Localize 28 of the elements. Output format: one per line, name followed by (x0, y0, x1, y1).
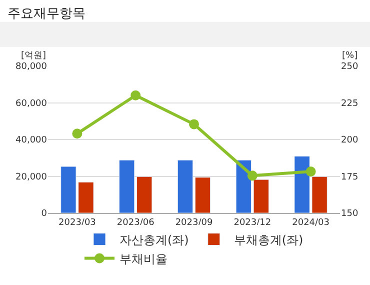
x-tick-label: 2023/03 (58, 218, 96, 228)
bar (194, 177, 211, 213)
y2-axis-title: [%] (342, 51, 358, 61)
legend-label: 부채총계(좌) (234, 232, 304, 247)
y2-tick-label: 250 (341, 62, 358, 72)
y2-tick-label: 150 (341, 209, 358, 220)
x-tick-label: 2023/09 (175, 218, 213, 228)
legend-label: 부채비율 (120, 252, 168, 266)
point (130, 90, 141, 100)
x-tick-label: 2023/12 (234, 218, 272, 228)
y-axis-title: [억원] (21, 51, 46, 61)
y-tick-label: 60,000 (16, 98, 48, 109)
y-tick-label: 20,000 (16, 172, 48, 182)
y-tick-label: 80,000 (16, 62, 48, 72)
point (247, 170, 258, 181)
legend-label: 자산총계(좌) (120, 232, 189, 247)
y2-tick-label: 200 (341, 136, 358, 146)
y-tick-label: 0 (41, 209, 48, 220)
point (72, 128, 82, 139)
bar (177, 160, 194, 213)
y-tick-label: 40,000 (16, 136, 48, 146)
point (189, 119, 199, 130)
y2-tick-label: 225 (341, 98, 358, 109)
x-tick-label: 2023/06 (116, 218, 155, 228)
chart-title: 주요재무항목 (7, 6, 86, 22)
x-tick-label: 2024/03 (292, 218, 330, 228)
point (306, 166, 316, 177)
y2-tick-label: 175 (341, 172, 358, 182)
